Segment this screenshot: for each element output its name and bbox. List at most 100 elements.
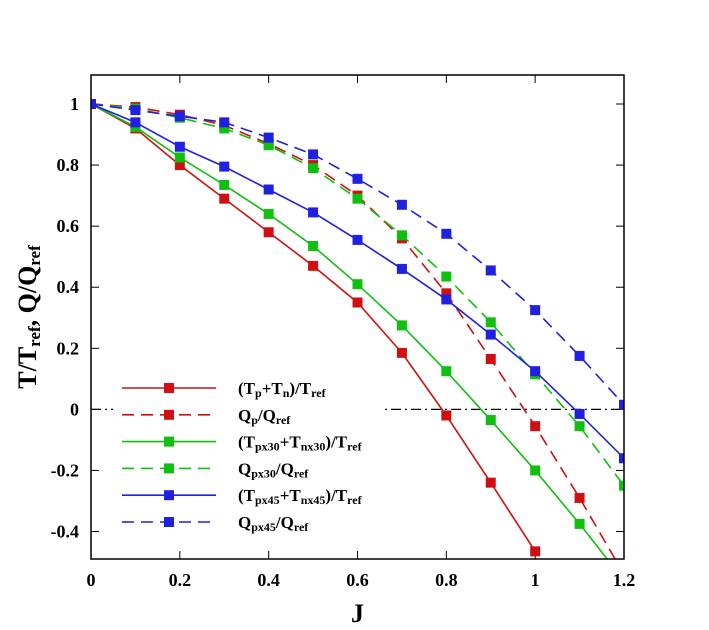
data-point xyxy=(174,152,185,163)
data-point xyxy=(174,141,185,152)
data-point xyxy=(619,453,624,464)
x-tick-label: 1.2 xyxy=(613,570,636,590)
text-part: T/T xyxy=(13,347,42,389)
data-point xyxy=(352,173,363,184)
data-point xyxy=(574,350,585,361)
data-point xyxy=(396,320,407,331)
subscript: px45 xyxy=(251,520,276,534)
subscript: p xyxy=(255,386,262,400)
data-point xyxy=(530,305,541,316)
data-point xyxy=(91,99,96,110)
x-axis-title: J xyxy=(351,599,364,628)
text-part: Q xyxy=(238,406,251,425)
legend-label: Qpx30/Qref xyxy=(238,459,309,480)
data-point xyxy=(485,317,496,328)
legend-label: Qpx45/Qref xyxy=(238,513,309,534)
data-point xyxy=(485,265,496,276)
subscript: p xyxy=(251,413,258,427)
legend-label: (Tp+Tn)/Tref xyxy=(238,379,327,400)
subscript: px30 xyxy=(251,466,276,480)
legend-label: Qp/Qref xyxy=(238,406,291,427)
data-point xyxy=(396,230,407,241)
data-point xyxy=(441,410,452,421)
legend-label: (Tpx45+Tnx45)/Tref xyxy=(238,486,363,507)
data-point xyxy=(352,279,363,290)
data-point xyxy=(396,263,407,274)
text-part: Q xyxy=(238,513,251,532)
y-tick-label: -0.4 xyxy=(51,522,80,542)
legend-marker xyxy=(164,436,174,447)
legend-marker xyxy=(164,383,174,393)
text-part: +T xyxy=(280,486,302,505)
y-axis-title: T/Tref, Q/Qref xyxy=(13,245,44,389)
data-point xyxy=(174,111,185,122)
subscript: ref xyxy=(347,440,362,454)
data-point xyxy=(441,228,452,239)
legend-marker xyxy=(164,490,174,501)
data-point xyxy=(441,366,452,377)
subscript: px30 xyxy=(255,440,280,454)
x-tick-label: 0.2 xyxy=(169,570,192,590)
text-part: Q xyxy=(238,459,251,478)
data-point xyxy=(530,421,541,432)
data-point xyxy=(619,480,624,491)
x-tick-label: 0.8 xyxy=(435,570,458,590)
data-point xyxy=(263,208,274,219)
data-point xyxy=(396,199,407,210)
x-tick-label: 1 xyxy=(531,570,540,590)
text-part: , Q/Q xyxy=(13,266,42,327)
legend-marker xyxy=(164,517,174,527)
text-part: (T xyxy=(238,486,256,505)
legend-label: (Tpx30+Tnx30)/Tref xyxy=(238,433,363,454)
data-point xyxy=(308,163,319,174)
subscript: ref xyxy=(25,245,44,266)
data-point xyxy=(352,297,363,308)
data-point xyxy=(441,288,452,299)
legend-box xyxy=(113,376,385,540)
legend-marker xyxy=(164,409,174,420)
text-part: )/T xyxy=(325,433,347,452)
data-point xyxy=(308,241,319,252)
data-point xyxy=(308,149,319,160)
data-point xyxy=(352,234,363,245)
data-point xyxy=(530,366,541,377)
x-tick-label: 0.6 xyxy=(346,570,369,590)
subscript: ref xyxy=(25,326,44,347)
x-tick-label: 0.4 xyxy=(257,570,280,590)
subscript: ref xyxy=(294,520,309,534)
data-point xyxy=(263,227,274,238)
data-point xyxy=(441,271,452,282)
data-point xyxy=(441,294,452,305)
y-tick-label: 0.6 xyxy=(57,216,80,236)
text-part: /Q xyxy=(275,459,294,478)
data-point xyxy=(219,123,230,134)
y-tick-label: 0.8 xyxy=(57,155,80,175)
y-tick-label: -0.2 xyxy=(51,460,80,480)
data-point xyxy=(219,193,230,204)
data-point xyxy=(530,546,541,557)
text-part: )/T xyxy=(289,379,311,398)
data-point xyxy=(574,421,585,432)
data-point xyxy=(130,117,141,128)
y-tick-label: 0.4 xyxy=(57,277,80,297)
data-point xyxy=(263,184,274,195)
data-point xyxy=(352,193,363,204)
subscript: nx45 xyxy=(301,493,326,507)
plot-frame xyxy=(90,74,625,560)
data-point xyxy=(396,347,407,358)
data-point xyxy=(219,161,230,172)
subscript: ref xyxy=(276,413,291,427)
data-point xyxy=(485,353,496,364)
subscript: n xyxy=(283,386,290,400)
text-part: +T xyxy=(262,379,284,398)
data-point xyxy=(263,140,274,151)
data-point xyxy=(308,260,319,271)
data-point xyxy=(263,132,274,143)
data-point xyxy=(574,518,585,529)
data-point xyxy=(574,408,585,419)
y-tick-label: 1 xyxy=(70,94,79,114)
data-point xyxy=(619,399,624,410)
legend-marker xyxy=(164,463,174,474)
subscript: px45 xyxy=(255,493,280,507)
data-point xyxy=(485,415,496,426)
